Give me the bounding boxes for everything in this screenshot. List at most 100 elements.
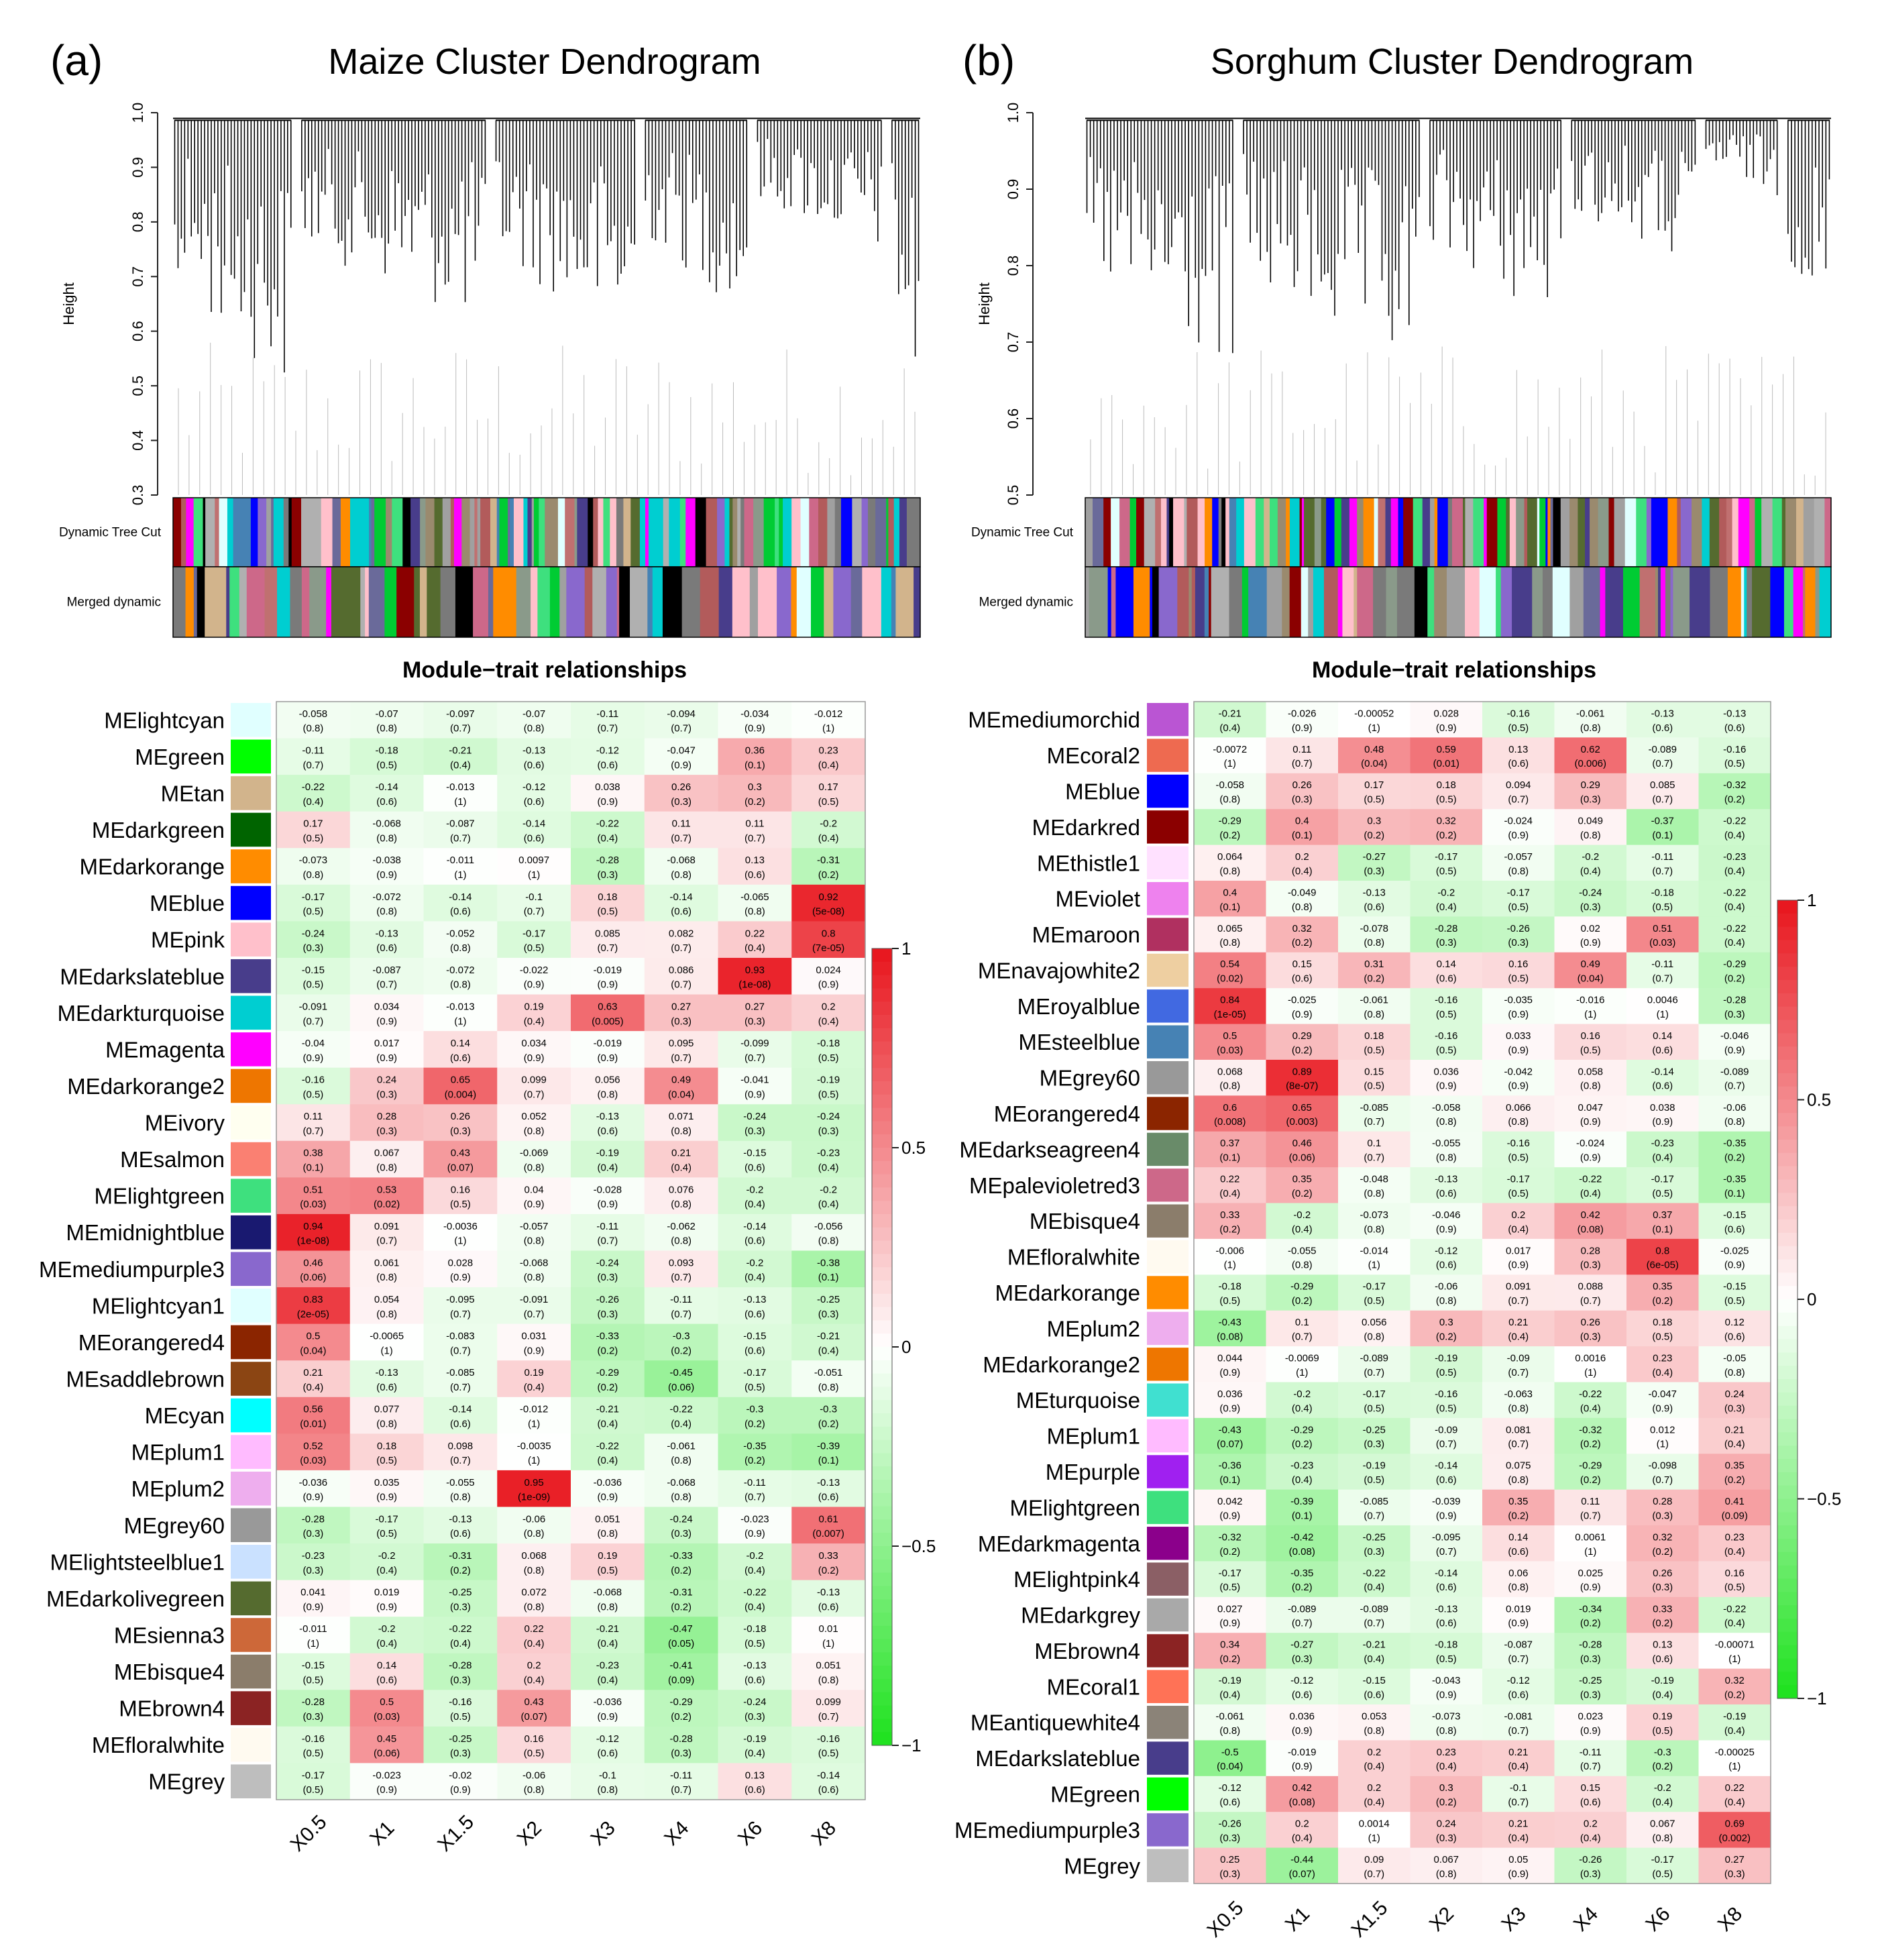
merged-dynamic-bar-segment [1665,567,1671,637]
cell-pvalue: (0.4) [1292,1474,1313,1486]
cell-correlation: -0.09 [1507,1353,1530,1364]
legend-step [872,1679,892,1693]
cell-correlation: 0.054 [374,1294,400,1305]
merged-dynamic-bar-segment [1115,567,1134,637]
heatmap-cell [1266,1024,1339,1060]
heatmap-cell [1410,1812,1483,1849]
heatmap-cell [571,1140,645,1178]
cell-pvalue: (0.4) [597,1638,618,1649]
cell-correlation: -0.12 [596,745,619,756]
cell-pvalue: (1) [822,1638,834,1649]
cell-correlation: -0.3 [746,1404,763,1415]
y-tick-label: 0.6 [129,321,146,341]
cell-pvalue: (0.6) [1292,1689,1313,1700]
heatmap-cell [1626,1561,1699,1598]
module-row: MEblue -0.17(0.5)-0.072(0.8)-0.14(0.6)-0.… [150,884,866,922]
cell-pvalue: (0.3) [597,1309,618,1320]
heatmap-cell [1338,952,1411,989]
cell-pvalue: (0.09) [1722,1510,1748,1521]
cell-correlation: -0.073 [1432,1710,1461,1722]
cell-correlation: 0.28 [1653,1496,1672,1507]
merged-dynamic-bar-segment [681,567,701,637]
dynamic-tree-cut-bar-segment [574,498,577,567]
cell-pvalue: (0.005) [592,1016,624,1027]
dynamic-tree-cut-bar-segment [1299,498,1303,567]
cell-correlation: -0.043 [1432,1675,1461,1686]
merged-dynamic-bar-segment [630,567,648,637]
heatmap-cell [718,811,792,849]
cell-pvalue: (5e-08) [812,906,844,918]
cell-correlation: -0.23 [817,1148,840,1159]
cell-pvalue: (0.006) [1574,758,1606,769]
heatmap-cell [1338,1704,1411,1741]
legend-step [1777,1672,1798,1686]
dynamic-tree-cut-bar-segment [577,498,588,567]
cell-correlation: -0.22 [302,781,325,793]
heatmap-cell [1482,1131,1555,1168]
cell-pvalue: (0.8) [818,1382,839,1393]
cell-correlation: -0.19 [1363,1460,1386,1472]
cell-pvalue: (0.4) [1652,1797,1673,1808]
legend-tick-label: 0.5 [1807,1090,1831,1110]
heatmap-cell [791,738,866,775]
cell-correlation: 0.52 [303,1440,323,1452]
merged-dynamic-bar-segment [584,567,593,637]
cell-correlation: 0.21 [1508,1747,1528,1758]
heatmap-cell [1554,1668,1627,1705]
dynamic-tree-cut-bar-segment [1578,498,1586,567]
cell-pvalue: (0.8) [524,1601,545,1613]
legend-tick-label: −0.5 [1807,1489,1841,1509]
legend-step [872,1267,892,1281]
dynamic-tree-cut-bar-segment [1119,498,1131,567]
cell-pvalue: (0.6) [744,1784,765,1796]
cell-pvalue: (0.5) [818,796,839,808]
cell-correlation: 0.038 [595,781,620,793]
module-name: MElightgreen [1010,1495,1140,1520]
cell-pvalue: (0.6) [1652,1653,1673,1665]
merged-dynamic-bar-segment [647,567,653,637]
dynamic-tree-cut-bar-segment [1732,498,1739,567]
heatmap-cell [1338,1095,1411,1132]
cell-pvalue: (0.6) [1508,758,1529,769]
legend-step [1777,1193,1798,1207]
cell-correlation: -0.09 [1435,1424,1457,1435]
cell-pvalue: (0.2) [597,1382,618,1393]
legend-step [872,1586,892,1600]
heatmap-cell [1554,1417,1627,1454]
heatmap-cell [1482,916,1555,953]
merged-dynamic-bar-segment [1313,567,1325,637]
merged-dynamic-bar-segment [1209,567,1212,637]
heatmap-cell [1338,1633,1411,1670]
cell-pvalue: (0.7) [1652,758,1673,769]
cell-correlation: -0.06 [522,1770,545,1781]
cell-pvalue: (0.5) [818,1052,839,1064]
cell-correlation: -0.22 [1723,923,1746,934]
cell-pvalue: (1) [822,723,834,734]
heatmap-cell [1698,916,1771,953]
cell-pvalue: (0.2) [1292,1582,1313,1593]
cell-pvalue: (0.4) [818,1162,839,1174]
module-name: MEbrown4 [119,1696,225,1721]
cell-pvalue: (0.7) [671,1784,692,1796]
cell-correlation: 0.023 [1578,1710,1603,1722]
cell-pvalue: (0.5) [1436,1653,1457,1665]
cell-correlation: 0.5 [1223,1030,1237,1042]
legend-step [1777,1366,1798,1380]
trait-label: X1.5 [433,1811,478,1856]
cell-correlation: 0.036 [1217,1389,1243,1400]
cell-pvalue: (0.9) [450,1784,471,1796]
cell-correlation: -0.21 [1363,1639,1386,1651]
cell-correlation: 0.83 [303,1294,323,1305]
merged-dynamic-bar-segment [1783,567,1794,637]
merged-dynamic-bar-segment [455,567,474,637]
cell-correlation: 0.019 [374,1587,400,1598]
cell-pvalue: (0.7) [671,1309,692,1320]
cell-pvalue: (0.3) [1724,1868,1745,1880]
cell-pvalue: (0.4) [744,1272,765,1283]
cell-correlation: 0.076 [669,1184,694,1195]
module-row: MEdarkgrey 0.027(0.9)-0.089(0.7)-0.089(0.… [1021,1596,1771,1633]
heatmap-cell [1698,1633,1771,1670]
heatmap-cell [644,702,718,739]
dynamic-tree-cut-bar-segment [783,498,792,567]
cell-pvalue: (0.8) [524,1784,545,1796]
